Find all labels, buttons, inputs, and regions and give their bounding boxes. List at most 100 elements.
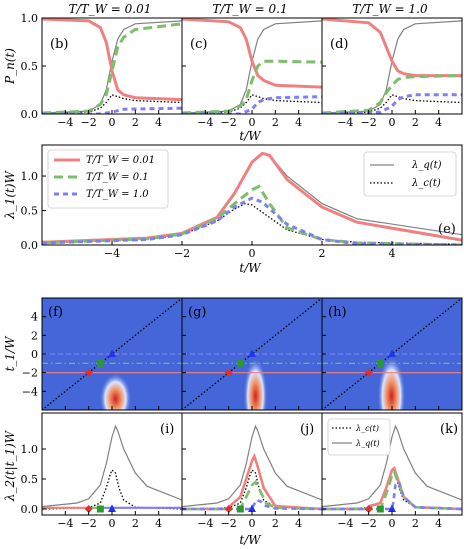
row3-ylabel: t_1/W [3, 335, 17, 372]
marker-green [96, 505, 104, 513]
panel-i-series [42, 424, 182, 513]
panel-i-xtick-label: −4 [57, 517, 73, 530]
panel-d-xtick-label: −4 [337, 116, 353, 129]
panel-i-xtick-label: 0 [109, 517, 116, 530]
legend-right-box [363, 151, 457, 197]
panel-e-series [42, 151, 462, 245]
series-k-blue [322, 479, 462, 511]
panel-j-xtick-label: −2 [221, 517, 237, 530]
series-j-gray [182, 424, 322, 508]
panel-j-series [182, 424, 322, 513]
panel-b-xtick-label: 0 [109, 116, 116, 129]
panel-label-f: (f) [48, 305, 63, 320]
panel-f-ytick-label: 2 [31, 329, 38, 342]
series-j-black [182, 468, 322, 510]
panel-b-ytick-label: 0.0 [21, 108, 39, 121]
panel-label-c: (c) [190, 37, 207, 52]
panel-i-ytick-label: 1.0 [21, 443, 39, 456]
panel-i-xtick-label: 4 [155, 517, 162, 530]
legend-k-entry: λ_c(t) [355, 424, 379, 433]
panel-label-g: (g) [188, 305, 206, 320]
heatmap-g [182, 298, 322, 410]
panel-j-xtick-label: −4 [197, 517, 213, 530]
panel-d-series [322, 18, 462, 114]
panel-label-d: (d) [330, 37, 348, 52]
series-j-blue [182, 498, 322, 511]
row1-xlabel: t/W [239, 129, 262, 143]
panel-f-ytick-label: 4 [31, 311, 38, 324]
legend-left-entry: T/T_W = 0.1 [86, 172, 149, 183]
marker-red [84, 505, 93, 513]
panel-i-ytick-label: 0.5 [21, 473, 39, 486]
series-b-red [42, 18, 182, 102]
legend-right-entry: λ_c(t) [411, 178, 441, 189]
panel-c-xtick-label: 0 [249, 116, 256, 129]
panel-b-ytick-label: 1.0 [21, 12, 39, 25]
panel-k-xtick-label: 2 [412, 517, 419, 530]
marker-green [236, 505, 244, 513]
panel-e-xtick-label: 0 [249, 247, 256, 260]
panel-k-xtick-label: 0 [389, 517, 396, 530]
panel-j-xtick-label: 2 [272, 517, 279, 530]
marker-blue [388, 349, 396, 357]
series-b-green [42, 22, 182, 114]
series-d-red [322, 18, 462, 78]
heat-blob [243, 358, 268, 410]
panel-e-xtick-label: −4 [104, 247, 120, 260]
panel-c-xtick-label: 2 [272, 116, 279, 129]
panel-k-xtick-label: −4 [337, 517, 353, 530]
panel-e-xtick-label: −2 [174, 247, 190, 260]
series-c-green [182, 59, 322, 114]
panel-b-xtick-label: 2 [132, 116, 139, 129]
heatmap-f [42, 298, 182, 410]
panel-c-xtick-label: −2 [221, 116, 237, 129]
panel-b-xtick-label: 4 [155, 116, 162, 129]
row2-ylabel: λ_1(t)W [3, 169, 17, 219]
marker-red [84, 368, 93, 377]
reference-curve-gray [42, 20, 182, 114]
panel-d-xtick-label: 0 [389, 116, 396, 129]
series-e-black [42, 202, 462, 245]
panel-label-i: (i) [160, 422, 174, 437]
panel-i-ytick-label: 0.0 [21, 503, 39, 516]
series-k-gray [322, 424, 462, 508]
legend-right-entry: λ_q(t) [411, 160, 442, 171]
marker-blue [108, 504, 116, 512]
legend-left-entry: T/T_W = 1.0 [86, 189, 149, 200]
panel-b-series [42, 18, 182, 114]
series-b-blue [42, 106, 182, 114]
heatmap-h [322, 298, 462, 410]
marker-blue [248, 349, 256, 357]
panel-e-ytick-label: 0.0 [21, 239, 39, 252]
panel-e-ytick-label: 0.5 [21, 205, 39, 218]
series-i-gray [42, 424, 182, 508]
panel-d-xtick-label: −2 [361, 116, 377, 129]
title-c: T/T_W = 0.1 [212, 2, 287, 16]
panel-f-ytick-label: −2 [22, 367, 38, 380]
panel-j-xtick-label: 0 [249, 517, 256, 530]
marker-green [236, 359, 244, 367]
panel-label-j: (j) [300, 422, 314, 437]
marker-green [96, 359, 104, 367]
panel-e-ytick-label: 1.0 [21, 170, 39, 183]
heat-blob [99, 372, 132, 410]
marker-green [376, 359, 384, 367]
panel-d-frame [321, 17, 463, 115]
panel-b-ytick-label: 0.5 [21, 60, 39, 73]
marker-blue [248, 504, 256, 512]
marker-green [376, 505, 384, 513]
row2-xlabel: t/W [239, 261, 262, 275]
panel-label-b: (b) [50, 37, 68, 52]
panel-d-xtick-label: 4 [435, 116, 442, 129]
panel-label-e: (e) [438, 222, 456, 237]
panel-label-h: (h) [328, 305, 347, 320]
row4-xlabel: t/W [239, 533, 262, 547]
panel-label-k: (k) [440, 422, 458, 437]
marker-red [364, 505, 373, 513]
marker-blue [108, 349, 116, 357]
legend-left-box [47, 149, 169, 209]
series-i-black [42, 468, 182, 510]
row1-ylabel: P_n(t) [3, 48, 17, 85]
panel-i-xtick-label: −2 [81, 517, 97, 530]
